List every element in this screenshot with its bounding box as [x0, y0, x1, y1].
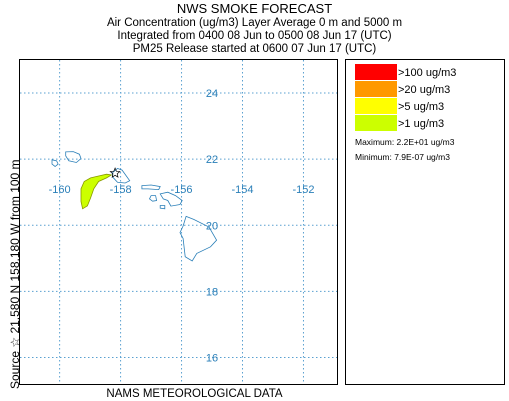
legend-swatch-100: [355, 64, 397, 80]
y-tick-label: 16: [206, 353, 218, 365]
subtitle-release: PM25 Release started at 0600 07 Jun 17 (…: [132, 43, 377, 55]
plume-contour-1: [80, 173, 113, 210]
island-molokai: [141, 184, 161, 191]
footer-met-data: NAMS METEOROLOGICAL DATA: [106, 388, 283, 400]
chart-title: NWS SMOKE FORECAST: [176, 1, 333, 16]
source-marker: [109, 167, 121, 178]
coastlines: [51, 151, 218, 262]
subtitle-integration: Integrated from 0400 08 Jun to 0500 08 J…: [117, 30, 392, 42]
tick-labels: -160 -158 -156 -154 -152 16 18 20 22 24: [49, 88, 315, 364]
legend-label-100: >100 ug/m3: [398, 67, 456, 79]
map-frame: [19, 59, 338, 385]
y-tick-label: 24: [206, 88, 218, 100]
legend-swatch-1: [355, 115, 397, 131]
y-tick-label: 18: [206, 286, 218, 298]
x-tick-label: -156: [171, 184, 193, 196]
plume-contours: [80, 173, 113, 210]
island-kahoolawe: [159, 205, 166, 210]
grid-lines: [20, 60, 337, 384]
legend: >100 ug/m3 >20 ug/m3 >5 ug/m3 >1 ug/m3 M…: [355, 64, 456, 162]
source-star: [109, 167, 121, 178]
legend-minimum: Minimum: 7.9E-07 ug/m3: [355, 152, 450, 162]
y-tick-label: 20: [206, 220, 218, 232]
x-tick-label: -158: [110, 184, 132, 196]
legend-swatch-20: [355, 81, 397, 97]
legend-swatch-5: [355, 98, 397, 114]
y-tick-label: 22: [206, 154, 218, 166]
x-tick-label: -160: [49, 184, 71, 196]
legend-label-20: >20 ug/m3: [398, 84, 450, 96]
island-hawaii: [179, 215, 218, 262]
x-tick-label: -154: [231, 184, 253, 196]
island-lanai: [148, 195, 158, 202]
island-oahu: [111, 167, 131, 184]
legend-maximum: Maximum: 2.2E+01 ug/m3: [355, 137, 455, 147]
island-niihau: [51, 159, 59, 168]
x-tick-label: -152: [292, 184, 314, 196]
island-kauai: [65, 151, 82, 163]
subtitle-concentration: Air Concentration (ug/m3) Layer Average …: [106, 17, 403, 29]
legend-label-1: >1 ug/m3: [398, 118, 444, 130]
legend-label-5: >5 ug/m3: [398, 101, 444, 113]
island-maui: [159, 191, 183, 207]
